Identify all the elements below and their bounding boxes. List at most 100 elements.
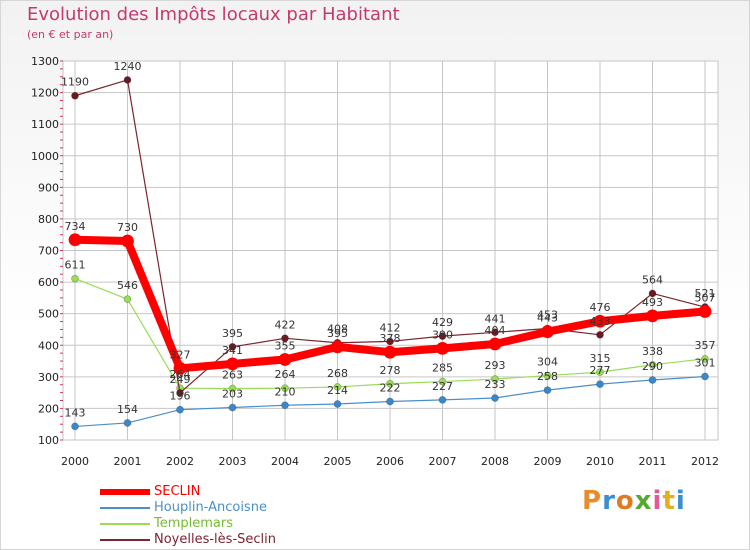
data-point-noyelles-les-seclin [491, 328, 499, 337]
data-point-houplin-ancoisne [701, 372, 709, 381]
legend-label-seclin: SECLIN [154, 484, 201, 499]
data-label-templemars: 357 [695, 339, 716, 352]
data-label-templemars: 278 [380, 364, 401, 377]
x-tick-label: 2009 [534, 455, 562, 468]
data-point-seclin [226, 357, 239, 371]
data-label-seclin: 476 [590, 301, 611, 314]
x-tick-label: 2004 [271, 455, 299, 468]
data-label-templemars: 264 [170, 368, 191, 381]
data-label-houplin-ancoisne: 222 [380, 381, 401, 394]
data-label-templemars: 611 [65, 259, 86, 272]
x-tick-label: 2003 [219, 455, 247, 468]
data-point-templemars [228, 384, 237, 393]
data-label-houplin-ancoisne: 258 [537, 370, 558, 383]
legend-label-templemars: Templemars [154, 516, 234, 531]
data-label-seclin: 355 [275, 339, 296, 352]
data-point-houplin-ancoisne [438, 395, 447, 404]
data-label-houplin-ancoisne: 214 [327, 384, 348, 397]
data-label-noyelles-les-seclin: 395 [222, 327, 243, 340]
data-label-seclin: 395 [327, 327, 348, 340]
data-label-noyelles-les-seclin: 412 [380, 321, 401, 334]
data-point-templemars [491, 375, 499, 383]
data-label-noyelles-les-seclin: 441 [485, 312, 506, 325]
logo-letter: P [582, 486, 603, 516]
y-tick-label: 600 [38, 276, 59, 289]
data-label-houplin-ancoisne: 233 [485, 378, 506, 391]
y-tick-label: 200 [38, 402, 59, 415]
data-label-seclin: 341 [222, 344, 243, 357]
chart-title: Evolution des Impôts locaux par Habitant [27, 4, 400, 25]
data-point-houplin-ancoisne [333, 400, 342, 408]
data-point-templemars [123, 295, 132, 304]
data-point-templemars [333, 383, 342, 391]
data-point-templemars [596, 368, 604, 376]
data-label-houplin-ancoisne: 154 [117, 403, 138, 416]
data-point-seclin [541, 325, 554, 339]
y-tick-label: 1300 [31, 55, 59, 68]
legend-item-templemars: Templemars [100, 516, 360, 532]
data-point-templemars [386, 379, 394, 388]
data-point-houplin-ancoisne [281, 401, 289, 410]
data-point-seclin [278, 353, 292, 366]
data-label-templemars: 263 [222, 369, 243, 382]
data-point-seclin [488, 337, 502, 351]
data-label-seclin: 734 [65, 220, 86, 233]
data-point-noyelles-les-seclin [386, 337, 394, 346]
x-tick-label: 2010 [586, 455, 614, 468]
legend-item-noyelles-les-seclin: Noyelles-lès-Seclin [100, 532, 360, 548]
data-label-seclin: 507 [695, 291, 716, 304]
logo-letter: t [662, 486, 676, 516]
x-tick-label: 2005 [324, 455, 352, 468]
data-point-templemars [701, 354, 709, 363]
data-label-houplin-ancoisne: 277 [590, 364, 611, 377]
data-label-noyelles-les-seclin: 422 [275, 318, 296, 331]
data-label-templemars: 338 [642, 345, 663, 358]
y-tick-label: 900 [38, 181, 59, 194]
data-label-noyelles-les-seclin: 408 [327, 323, 348, 336]
data-point-seclin [593, 314, 607, 328]
data-point-noyelles-les-seclin [123, 76, 132, 84]
data-point-noyelles-les-seclin [596, 330, 604, 339]
legend: SECLIN Houplin-Ancoisne Templemars Noyel… [100, 484, 360, 548]
data-point-seclin [436, 342, 449, 355]
y-tick-label: 100 [38, 434, 59, 447]
data-label-noyelles-les-seclin: 1240 [114, 60, 142, 73]
data-label-seclin: 493 [642, 296, 663, 309]
y-tick-label: 400 [38, 339, 59, 352]
chart-subtitle: (en € et par an) [27, 28, 114, 41]
data-point-seclin [698, 305, 712, 318]
data-label-noyelles-les-seclin: 433 [590, 315, 611, 328]
x-tick-label: 2012 [691, 455, 719, 468]
x-tick-label: 2002 [166, 455, 194, 468]
data-label-templemars: 293 [485, 359, 506, 372]
logo-letter: i [652, 486, 663, 516]
logo-letter: i [675, 486, 686, 516]
data-point-noyelles-les-seclin [176, 389, 184, 397]
data-point-houplin-ancoisne [648, 376, 657, 384]
data-label-seclin: 327 [170, 348, 191, 361]
y-tick-label: 300 [38, 371, 59, 384]
data-point-templemars [71, 274, 79, 283]
data-label-noyelles-les-seclin: 1190 [61, 76, 89, 89]
x-tick-label: 2007 [429, 455, 457, 468]
y-tick-label: 700 [38, 245, 59, 258]
legend-swatch-houplin-ancoisne [100, 507, 150, 509]
y-tick-label: 800 [38, 213, 59, 226]
legend-item-houplin-ancoisne: Houplin-Ancoisne [100, 500, 360, 516]
legend-swatch-templemars [100, 523, 150, 525]
data-label-noyelles-les-seclin: 249 [170, 373, 191, 386]
x-tick-label: 2011 [639, 455, 667, 468]
y-tick-label: 1100 [31, 118, 59, 131]
data-point-templemars [281, 384, 289, 393]
data-point-seclin [383, 345, 397, 359]
data-point-houplin-ancoisne [71, 422, 79, 431]
legend-swatch-noyelles-les-seclin [100, 539, 150, 541]
data-point-houplin-ancoisne [123, 419, 132, 427]
data-label-noyelles-les-seclin: 521 [695, 287, 716, 300]
data-point-seclin [173, 361, 187, 375]
x-tick-label: 2000 [61, 455, 89, 468]
data-point-noyelles-les-seclin [71, 91, 79, 100]
y-tick-label: 1000 [31, 150, 59, 163]
data-point-noyelles-les-seclin [648, 289, 657, 298]
